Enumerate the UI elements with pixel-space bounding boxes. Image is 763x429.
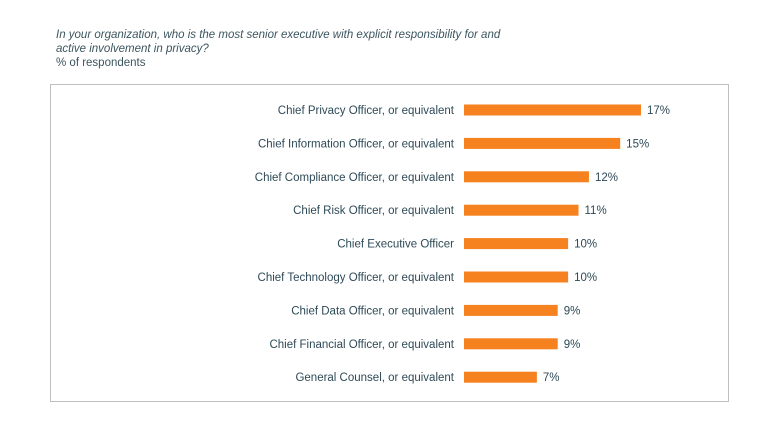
bar (464, 137, 621, 149)
category-label: Chief Compliance Officer, or equivalent (255, 172, 455, 184)
category-label: Chief Financial Officer, or equivalent (269, 339, 454, 351)
survey-question: In your organization, who is the most se… (56, 29, 501, 55)
category-label: Chief Executive Officer (337, 239, 454, 251)
value-label: 15% (626, 138, 649, 150)
value-label: 10% (574, 239, 597, 251)
bar (464, 204, 579, 216)
bar (464, 338, 558, 350)
bar (464, 271, 569, 283)
bar (464, 171, 589, 183)
chart-frame: Chief Privacy Officer, or equivalent 17% C… (50, 84, 729, 402)
value-label: 12% (595, 172, 618, 184)
value-label: 10% (574, 272, 597, 284)
category-label: Chief Technology Officer, or equivalent (258, 272, 455, 284)
value-label: 11% (585, 205, 607, 217)
value-label: 7% (543, 372, 560, 384)
bar (464, 238, 569, 250)
bar-chart: Chief Privacy Officer, or equivalent 17% C… (255, 104, 670, 384)
category-label: Chief Data Officer, or equivalent (291, 305, 455, 317)
value-label: 9% (564, 339, 581, 351)
value-label: 9% (564, 305, 581, 317)
bar (464, 304, 558, 316)
category-label: Chief Risk Officer, or equivalent (293, 205, 455, 217)
category-label: Chief Information Officer, or equivalent (258, 138, 455, 150)
category-label: Chief Privacy Officer, or equivalent (278, 105, 455, 117)
value-label: 17% (647, 105, 670, 117)
bar (464, 104, 641, 116)
chart-header: In your organization, who is the most se… (56, 28, 526, 70)
bar (464, 371, 537, 383)
category-label: General Counsel, or equivalent (295, 372, 454, 384)
chart-subtitle: % of respondents (56, 57, 146, 69)
